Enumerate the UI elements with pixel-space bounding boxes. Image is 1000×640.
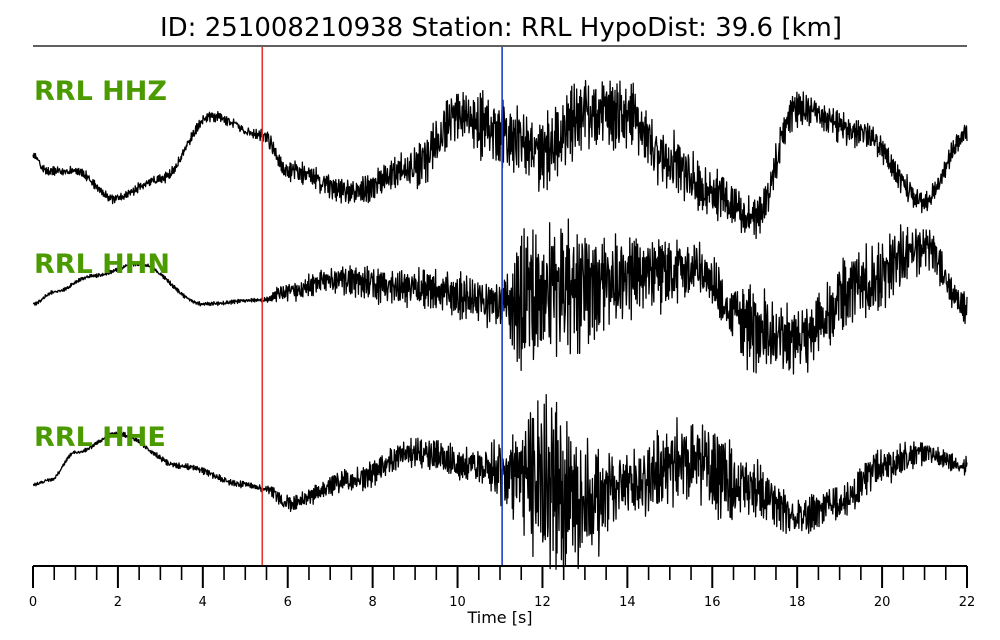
- x-tick-label: 20: [874, 595, 891, 610]
- x-tick-label: 8: [368, 595, 376, 610]
- chart-title: ID: 251008210938 Station: RRL HypoDist: …: [160, 13, 842, 43]
- x-tick-label: 14: [619, 595, 636, 610]
- x-axis-label: Time [s]: [466, 608, 532, 627]
- x-tick-label: 10: [449, 595, 466, 610]
- x-tick-label: 22: [959, 595, 976, 610]
- picks-layer: [261, 47, 503, 566]
- labels-layer: RRL HHZ RRL HHN RRL HHE: [34, 76, 170, 453]
- trace-label: RRL HHN: [34, 249, 170, 280]
- trace-rrl-hhe: [32, 393, 968, 570]
- trace-label: RRL HHZ: [34, 76, 167, 107]
- x-tick-label: 16: [704, 595, 721, 610]
- x-axis: 0 2 4 6 8 10 12 14 16 18 20 22: [29, 565, 976, 610]
- x-tick-label: 4: [199, 595, 207, 610]
- x-tick-label: 18: [789, 595, 806, 610]
- trace-rrl-hhz: [32, 79, 968, 240]
- traces-layer: [32, 79, 968, 570]
- trace-rrl-hhn: [32, 218, 968, 375]
- x-tick-label: 0: [29, 595, 37, 610]
- x-tick-label: 2: [114, 595, 122, 610]
- x-tick-label: 12: [534, 595, 551, 610]
- x-tick-label: 6: [284, 595, 292, 610]
- trace-label: RRL HHE: [34, 422, 166, 453]
